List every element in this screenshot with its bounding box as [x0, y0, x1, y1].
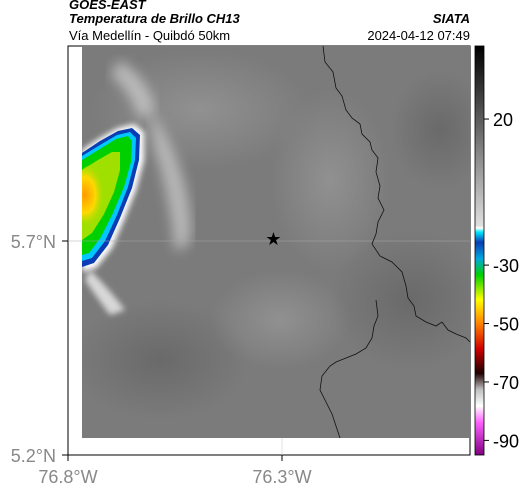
colorbar-tick-label: -30 [493, 256, 519, 276]
star-icon: ★ [265, 229, 281, 249]
region-label: Vía Medellín - Quibdó 50km [69, 28, 231, 43]
colorbar-tick-label: -50 [493, 315, 519, 335]
satellite-name: GOES-EAST [69, 0, 146, 12]
datetime-label: 2024-04-12 07:49 [367, 28, 470, 43]
colorbar-tick-label: -70 [493, 373, 519, 393]
product-title: Temperatura de Brillo CH13 [69, 11, 240, 26]
y-tick-label-5-7: 5.7°N [11, 232, 56, 252]
map-header: GOES-EAST Temperatura de Brillo CH13 Vía… [0, 0, 526, 46]
brightness-temperature-field [82, 46, 470, 438]
department-boundary [319, 46, 470, 438]
colorbar-tick-label: -90 [493, 431, 519, 451]
org-label: SIATA [432, 11, 470, 26]
x-tick-label-76-3: 76.3°W [252, 467, 311, 487]
colorbar-tick-label: 20 [493, 110, 513, 130]
x-tick-label-76-8: 76.8°W [38, 467, 97, 487]
y-tick-label-5-2: 5.2°N [11, 446, 56, 466]
colorbar-ticks: 20 -30 -50 -70 -90 [484, 110, 519, 451]
colorbar [474, 45, 485, 456]
